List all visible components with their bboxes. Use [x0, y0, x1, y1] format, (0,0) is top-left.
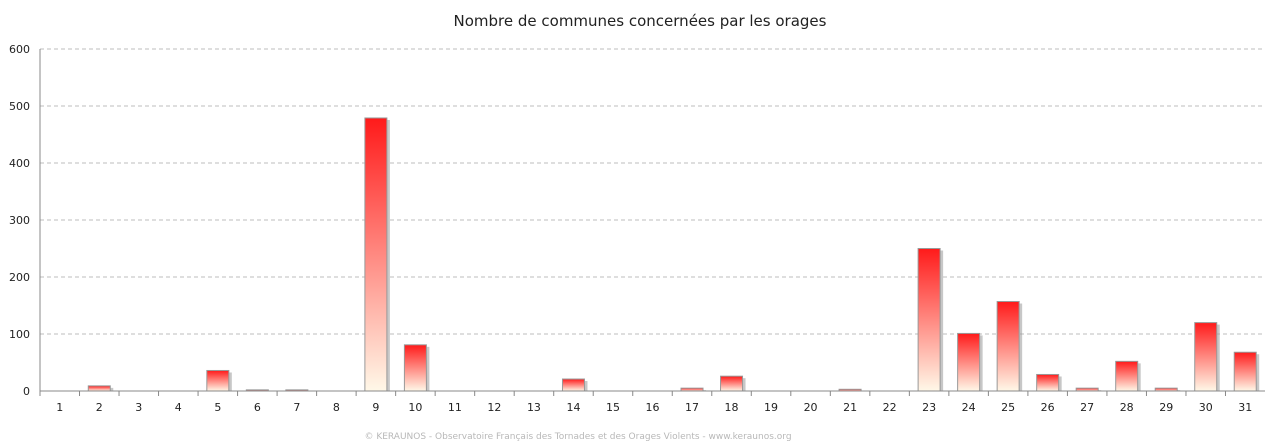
x-tick-label: 19: [764, 401, 778, 414]
x-tick-label: 16: [646, 401, 660, 414]
x-tick-label: 29: [1159, 401, 1173, 414]
x-tick-label: 30: [1199, 401, 1213, 414]
bar: [364, 117, 388, 392]
bar: [403, 344, 427, 392]
x-tick-label: 1: [56, 401, 63, 414]
x-tick-label: 8: [333, 401, 340, 414]
y-tick-label: 600: [9, 43, 30, 56]
x-tick-label: 17: [685, 401, 699, 414]
bar: [206, 369, 230, 392]
x-tick-label: 27: [1080, 401, 1094, 414]
x-tick-label: 3: [135, 401, 142, 414]
x-tick-label: 25: [1001, 401, 1015, 414]
footer-credit: © KERAUNOS - Observatoire Français des T…: [364, 432, 791, 442]
x-tick-label: 22: [883, 401, 897, 414]
x-tick-label: 4: [175, 401, 182, 414]
x-tick-label: 12: [487, 401, 501, 414]
bar: [957, 332, 981, 392]
x-tick-label: 26: [1041, 401, 1055, 414]
x-tick-label: 20: [804, 401, 818, 414]
bar: [1233, 351, 1257, 392]
y-tick-label: 0: [23, 385, 30, 398]
bar: [996, 301, 1020, 392]
y-tick-label: 100: [9, 328, 30, 341]
x-tick-label: 31: [1238, 401, 1252, 414]
bar: [87, 385, 111, 392]
x-tick-label: 13: [527, 401, 541, 414]
x-tick-label: 5: [214, 401, 221, 414]
x-tick-label: 28: [1120, 401, 1134, 414]
bar: [1115, 360, 1139, 392]
x-tick-label: 24: [962, 401, 976, 414]
bar: [561, 378, 585, 392]
x-tick-label: 9: [372, 401, 379, 414]
bar: [720, 375, 744, 392]
y-tick-label: 200: [9, 271, 30, 284]
chart-title: Nombre de communes concernées par les or…: [454, 12, 827, 30]
x-tick-label: 23: [922, 401, 936, 414]
bar: [1194, 322, 1218, 392]
x-tick-label: 2: [96, 401, 103, 414]
x-tick-label: 11: [448, 401, 462, 414]
x-tick-label: 10: [408, 401, 422, 414]
x-tick-label: 18: [725, 401, 739, 414]
bar: [917, 248, 941, 392]
x-tick-label: 21: [843, 401, 857, 414]
y-tick-label: 500: [9, 100, 30, 113]
x-tick-label: 6: [254, 401, 261, 414]
x-tick-label: 15: [606, 401, 620, 414]
x-tick-label: 14: [566, 401, 580, 414]
y-tick-label: 400: [9, 157, 30, 170]
bar: [1036, 373, 1060, 392]
y-tick-label: 300: [9, 214, 30, 227]
x-tick-label: 7: [293, 401, 300, 414]
